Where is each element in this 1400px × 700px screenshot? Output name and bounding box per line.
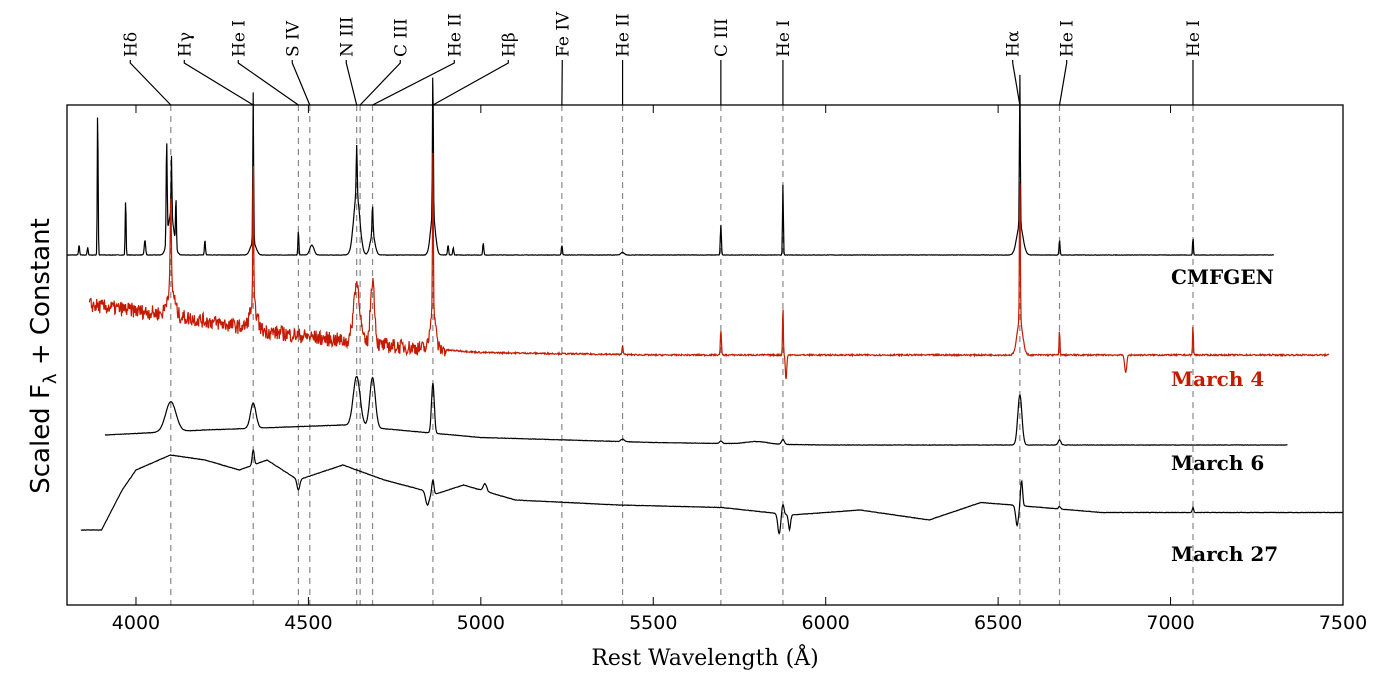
series-label: March 6 xyxy=(1171,451,1264,475)
line-id-label: He I xyxy=(774,20,794,57)
series-line-march-6 xyxy=(104,375,1288,446)
x-tick-label: 7500 xyxy=(1319,612,1367,634)
line-id-label: He I xyxy=(229,20,249,57)
x-tick-label: 5000 xyxy=(457,612,505,634)
x-tick-label: 5500 xyxy=(629,612,677,634)
line-id-label: N III xyxy=(337,17,357,57)
line-id-leader xyxy=(237,60,299,106)
line-id-leader xyxy=(129,60,172,106)
line-id-label: He II xyxy=(445,13,465,57)
line-id-leader xyxy=(1058,60,1068,106)
series-label: CMFGEN xyxy=(1171,265,1274,289)
x-axis-ticks: 4000 4500 5000 5500 6000 6500 7000 7500 xyxy=(112,105,1367,634)
line-id-label: Hγ xyxy=(175,32,195,57)
line-id-label: C III xyxy=(391,18,411,57)
line-id-label: C III xyxy=(712,18,732,57)
x-tick-label: 6000 xyxy=(802,612,850,634)
line-id-leader xyxy=(372,60,455,106)
line-id-leader xyxy=(345,60,358,106)
line-id-label: Fe IV xyxy=(553,11,573,57)
line-id-label: S IV xyxy=(283,20,303,57)
series-line-march-4 xyxy=(88,152,1330,380)
series-labels: CMFGEN March 4 March 6 March 27 xyxy=(1171,265,1278,566)
x-tick-label: 7000 xyxy=(1146,612,1194,634)
x-tick-label: 4000 xyxy=(112,612,160,634)
line-id-label: He I xyxy=(1058,20,1078,57)
x-axis-title: Rest Wavelength (Å) xyxy=(591,643,818,671)
line-id-leader xyxy=(359,60,401,106)
line-id-leader xyxy=(1012,60,1021,106)
line-id-label: Hβ xyxy=(499,32,519,57)
line-id-leader xyxy=(291,60,311,106)
line-id-leader xyxy=(432,60,509,106)
line-id-label: Hδ xyxy=(121,32,141,57)
y-axis-title: Scaled Fλ + Constant xyxy=(26,218,61,494)
series-label: March 27 xyxy=(1171,542,1278,566)
series-label: March 4 xyxy=(1171,367,1264,391)
series-line-march-27 xyxy=(80,449,1344,535)
series-layer xyxy=(66,74,1344,535)
x-tick-label: 6500 xyxy=(974,612,1022,634)
plot-frame xyxy=(66,104,1344,606)
series-line-cmfgen xyxy=(66,74,1274,256)
line-id-labels: Hδ Hγ He I S IV N III C III He II Hβ Fe IV He II C… xyxy=(121,11,1204,106)
line-id-label: Hα xyxy=(1004,30,1024,57)
line-id-label: He II xyxy=(614,13,634,57)
x-tick-label: 4500 xyxy=(284,612,332,634)
line-id-label: He I xyxy=(1184,20,1204,57)
line-id-leader xyxy=(183,60,254,106)
